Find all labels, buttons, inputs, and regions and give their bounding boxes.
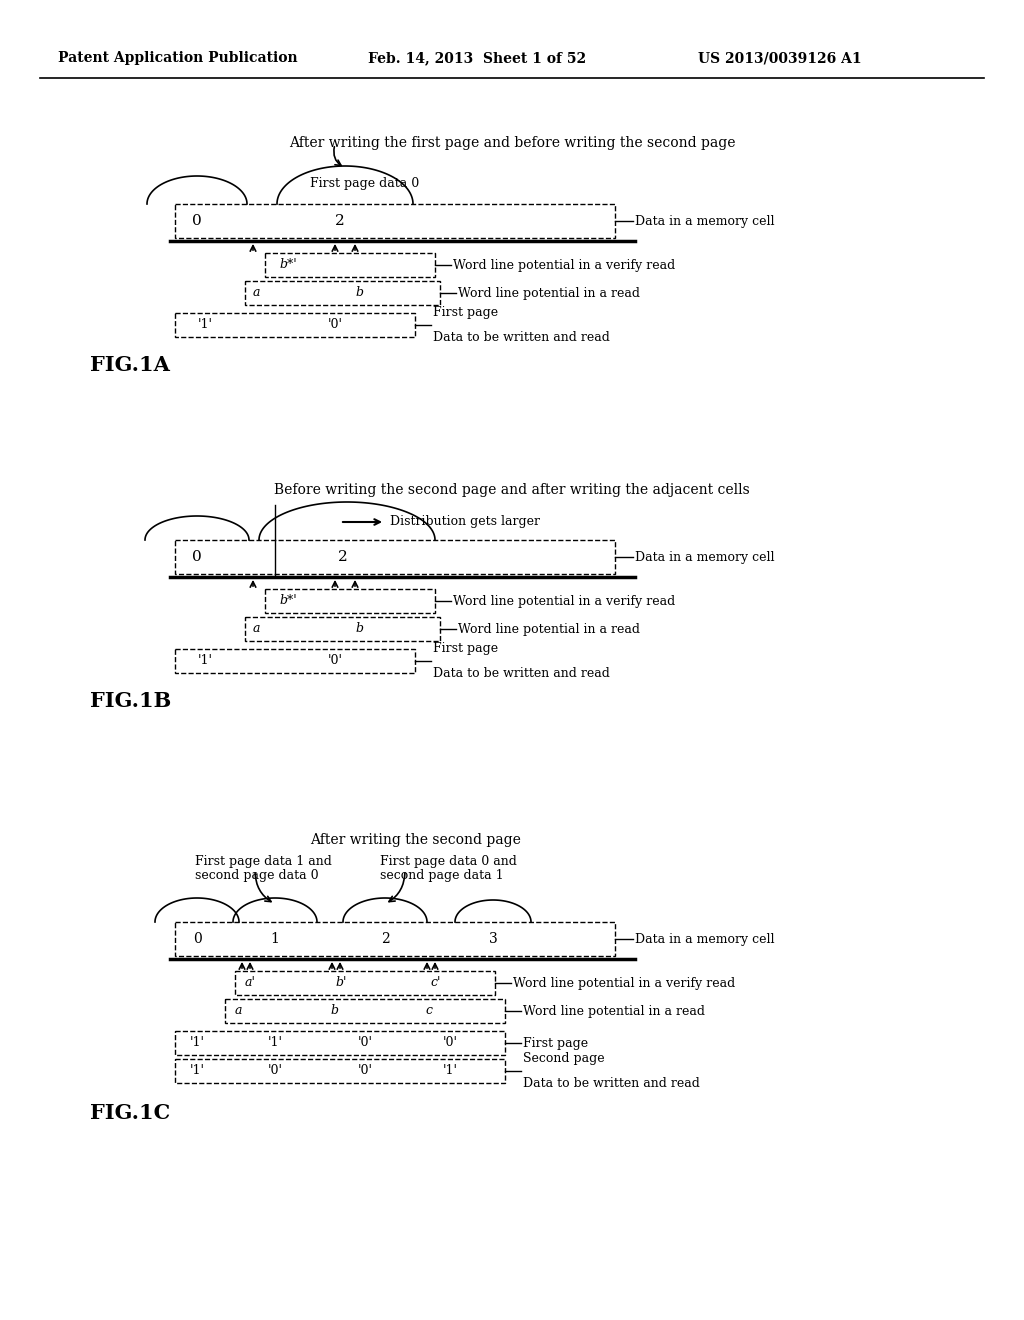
Text: a: a (234, 1005, 243, 1018)
Text: Data in a memory cell: Data in a memory cell (635, 932, 774, 945)
Text: Word line potential in a read: Word line potential in a read (458, 286, 640, 300)
Text: Second page: Second page (523, 1052, 604, 1065)
Text: a': a' (245, 977, 256, 990)
Text: Patent Application Publication: Patent Application Publication (58, 51, 298, 65)
Text: Word line potential in a read: Word line potential in a read (458, 623, 640, 635)
Text: 3: 3 (488, 932, 498, 946)
Text: FIG.1A: FIG.1A (90, 355, 170, 375)
Text: b*': b*' (279, 259, 297, 272)
Text: Word line potential in a verify read: Word line potential in a verify read (513, 977, 735, 990)
Text: c: c (425, 1005, 432, 1018)
Text: 1: 1 (270, 932, 280, 946)
Text: '1': '1' (189, 1064, 205, 1077)
Text: '0': '0' (267, 1064, 283, 1077)
Text: second page data 0: second page data 0 (195, 869, 318, 882)
Text: Word line potential in a verify read: Word line potential in a verify read (453, 259, 675, 272)
Text: c': c' (430, 977, 440, 990)
Text: Word line potential in a read: Word line potential in a read (523, 1005, 705, 1018)
Text: 2: 2 (381, 932, 389, 946)
Text: '1': '1' (267, 1036, 283, 1049)
Text: 2: 2 (338, 550, 348, 564)
Text: First page data 0: First page data 0 (310, 177, 419, 190)
Text: 0: 0 (193, 932, 202, 946)
Text: FIG.1B: FIG.1B (90, 690, 171, 711)
Text: 0: 0 (193, 550, 202, 564)
Text: b: b (355, 286, 362, 300)
Text: Data to be written and read: Data to be written and read (523, 1077, 699, 1090)
Text: Before writing the second page and after writing the adjacent cells: Before writing the second page and after… (274, 483, 750, 498)
Text: second page data 1: second page data 1 (380, 869, 504, 882)
Text: '1': '1' (198, 655, 213, 668)
Text: a: a (253, 623, 260, 635)
Text: '0': '0' (328, 318, 342, 331)
Text: First page: First page (523, 1036, 588, 1049)
Text: b*': b*' (279, 594, 297, 607)
Text: First page data 0 and: First page data 0 and (380, 855, 517, 869)
Text: a: a (253, 286, 260, 300)
Text: Data to be written and read: Data to be written and read (433, 667, 610, 680)
Text: After writing the first page and before writing the second page: After writing the first page and before … (289, 136, 735, 150)
Text: Data to be written and read: Data to be written and read (433, 331, 610, 345)
Text: US 2013/0039126 A1: US 2013/0039126 A1 (698, 51, 861, 65)
Text: First page data 1 and: First page data 1 and (195, 855, 332, 869)
Text: '1': '1' (189, 1036, 205, 1049)
Text: '0': '0' (357, 1064, 373, 1077)
Text: After writing the second page: After writing the second page (310, 833, 521, 847)
Text: b: b (355, 623, 362, 635)
Text: Data in a memory cell: Data in a memory cell (635, 214, 774, 227)
Text: Data in a memory cell: Data in a memory cell (635, 550, 774, 564)
Text: '0': '0' (328, 655, 342, 668)
Text: FIG.1C: FIG.1C (90, 1104, 170, 1123)
Text: Distribution gets larger: Distribution gets larger (390, 516, 540, 528)
Text: Word line potential in a verify read: Word line potential in a verify read (453, 594, 675, 607)
Text: Feb. 14, 2013  Sheet 1 of 52: Feb. 14, 2013 Sheet 1 of 52 (368, 51, 586, 65)
Text: '1': '1' (442, 1064, 458, 1077)
Text: First page: First page (433, 306, 498, 319)
Text: b': b' (335, 977, 346, 990)
Text: '0': '0' (442, 1036, 458, 1049)
Text: 2: 2 (335, 214, 345, 228)
Text: '0': '0' (357, 1036, 373, 1049)
Text: b: b (330, 1005, 338, 1018)
Text: '1': '1' (198, 318, 213, 331)
Text: 0: 0 (193, 214, 202, 228)
Text: First page: First page (433, 642, 498, 655)
